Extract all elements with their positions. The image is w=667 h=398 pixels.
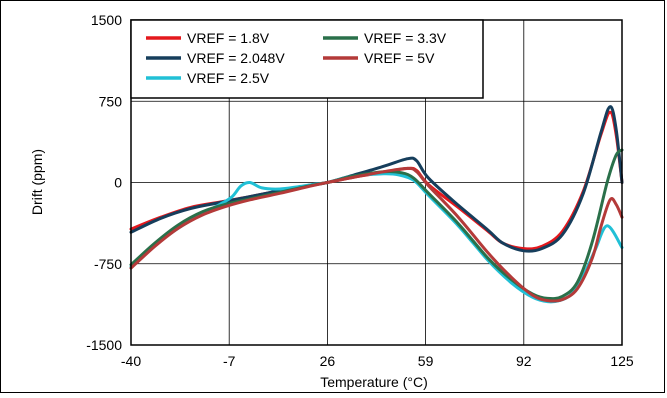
legend-label: VREF = 3.3V xyxy=(364,30,447,46)
legend-box xyxy=(130,19,484,99)
y-tick-label: 1500 xyxy=(91,12,122,28)
series-line-1 xyxy=(129,110,624,251)
tick-labels: -40 -7 26 59 92 125 1500 750 0 -750 -1500 xyxy=(86,12,634,369)
series-layer xyxy=(129,105,624,304)
series-line-2 xyxy=(129,105,624,253)
legend-label: VREF = 5V xyxy=(364,50,435,66)
y-tick-label: 0 xyxy=(114,175,122,191)
x-tick-label: 125 xyxy=(610,353,634,369)
x-tick-label: 92 xyxy=(516,353,532,369)
x-tick-label: -7 xyxy=(223,353,236,369)
legend-label: VREF = 2.048V xyxy=(187,50,285,66)
legend-label: VREF = 1.8V xyxy=(187,30,270,46)
series-line-5 xyxy=(129,166,624,303)
legend-label: VREF = 2.5V xyxy=(187,70,270,86)
x-axis-label: Temperature (°C) xyxy=(320,374,428,390)
y-tick-label: 750 xyxy=(99,93,123,109)
y-tick-label: -1500 xyxy=(86,337,122,353)
legend: VREF = 1.8V VREF = 2.048V VREF = 2.5V VREF … xyxy=(130,19,484,99)
y-tick-label: -750 xyxy=(94,256,122,272)
x-tick-label: 59 xyxy=(418,353,434,369)
series-line-4 xyxy=(129,148,624,301)
x-tick-label: 26 xyxy=(320,353,336,369)
y-axis-label: Drift (ppm) xyxy=(29,149,45,215)
series-line-3 xyxy=(129,172,624,304)
x-tick-label: -40 xyxy=(121,353,141,369)
